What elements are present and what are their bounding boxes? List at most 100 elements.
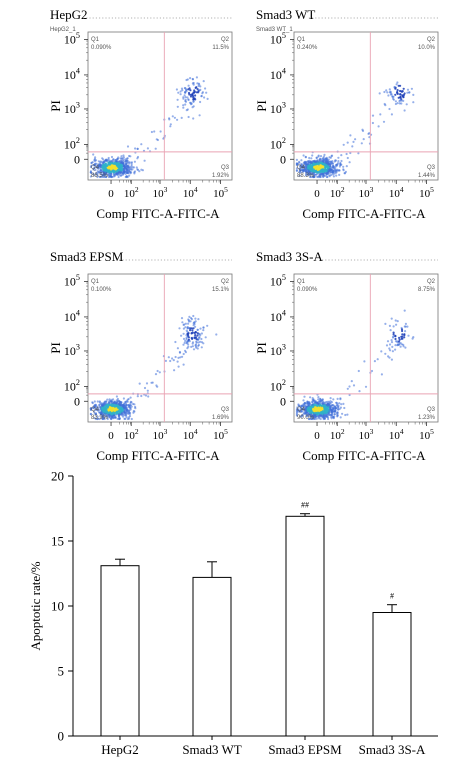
event-dot xyxy=(95,173,99,176)
event-dot xyxy=(312,171,316,175)
event-dot xyxy=(394,319,397,322)
event-dot xyxy=(102,410,105,413)
event-dot xyxy=(115,411,118,414)
event-dot xyxy=(363,360,366,363)
event-dot xyxy=(392,98,395,101)
event-dot xyxy=(106,398,109,401)
event-dot xyxy=(145,382,149,385)
event-dot xyxy=(105,159,108,162)
event-dot xyxy=(112,404,115,407)
event-dot xyxy=(326,166,329,169)
event-dot xyxy=(319,175,322,179)
event-dot xyxy=(376,358,379,361)
event-dot xyxy=(346,387,349,390)
event-dot xyxy=(314,417,317,421)
quadrant-name-q1: Q1 xyxy=(91,37,100,43)
event-dot xyxy=(128,174,131,177)
event-dot xyxy=(174,355,177,359)
event-dot xyxy=(101,416,104,419)
event-dot xyxy=(120,172,123,175)
event-dot xyxy=(402,87,405,90)
event-dot xyxy=(318,400,321,403)
event-dot xyxy=(403,333,406,336)
event-dot xyxy=(103,417,106,421)
event-dot xyxy=(307,414,310,417)
event-dot xyxy=(380,373,383,376)
event-dot xyxy=(193,321,196,324)
event-dot xyxy=(313,173,316,176)
event-dot xyxy=(192,105,195,108)
event-dot xyxy=(326,404,329,407)
event-dot xyxy=(333,172,336,175)
event-dot xyxy=(177,91,180,94)
event-dot xyxy=(342,168,345,171)
event-dot xyxy=(332,167,336,170)
event-dot xyxy=(188,340,191,343)
event-dot xyxy=(176,360,179,363)
event-dot xyxy=(306,403,310,406)
event-dot xyxy=(120,155,123,158)
event-dot xyxy=(146,389,149,392)
event-dot xyxy=(195,86,198,89)
event-dot xyxy=(140,394,143,398)
event-dot xyxy=(316,408,320,411)
event-dot xyxy=(401,337,404,340)
event-dot xyxy=(312,399,315,402)
event-dot xyxy=(401,90,404,93)
event-dot xyxy=(386,91,389,94)
event-dot xyxy=(184,322,187,325)
event-dot xyxy=(371,121,374,125)
event-dot xyxy=(200,346,203,349)
event-dot xyxy=(328,163,331,166)
event-dot xyxy=(357,369,360,373)
event-dot xyxy=(191,331,194,334)
event-dot xyxy=(390,341,394,344)
event-dot xyxy=(94,403,97,406)
event-dot xyxy=(311,403,314,406)
event-dot xyxy=(380,350,383,353)
event-dot xyxy=(394,344,397,347)
event-dot xyxy=(319,414,323,417)
event-dot xyxy=(200,332,203,335)
event-dot xyxy=(336,402,339,405)
event-dot xyxy=(197,344,200,347)
event-dot xyxy=(399,93,402,96)
event-dot xyxy=(326,400,329,403)
event-dot xyxy=(327,416,330,419)
event-dot xyxy=(108,406,111,409)
event-dot xyxy=(307,170,310,173)
event-dot xyxy=(89,171,92,174)
event-dot xyxy=(388,88,391,91)
event-dot xyxy=(199,88,202,91)
event-dot xyxy=(187,98,190,102)
event-dot xyxy=(100,169,103,172)
event-dot xyxy=(105,400,108,403)
significance-mark: # xyxy=(390,592,394,601)
event-dot xyxy=(128,166,131,169)
event-dot xyxy=(100,410,103,413)
event-dot xyxy=(306,407,309,410)
x-tick-label: 105 xyxy=(419,185,434,200)
event-dot xyxy=(180,116,183,119)
event-dot xyxy=(406,325,409,328)
event-dot xyxy=(105,164,108,167)
event-dot xyxy=(191,78,194,81)
event-dot xyxy=(92,168,95,171)
quadrant-value-q3: 1.92% xyxy=(212,173,230,179)
bar-category-label: Smad3 WT xyxy=(182,742,241,757)
event-dot xyxy=(382,120,386,123)
bar-y-tick-label: 15 xyxy=(51,534,64,549)
event-dot xyxy=(121,157,124,160)
event-dot xyxy=(115,170,119,173)
event-dot xyxy=(394,87,397,90)
event-dot xyxy=(346,141,349,144)
event-dot xyxy=(155,384,158,387)
event-dot xyxy=(193,336,196,339)
event-dot xyxy=(192,117,195,120)
event-dot xyxy=(320,172,323,176)
event-dot xyxy=(305,161,308,164)
event-dot xyxy=(101,406,104,409)
event-dot xyxy=(319,406,322,409)
event-dot xyxy=(190,327,193,330)
event-dot xyxy=(116,173,119,176)
